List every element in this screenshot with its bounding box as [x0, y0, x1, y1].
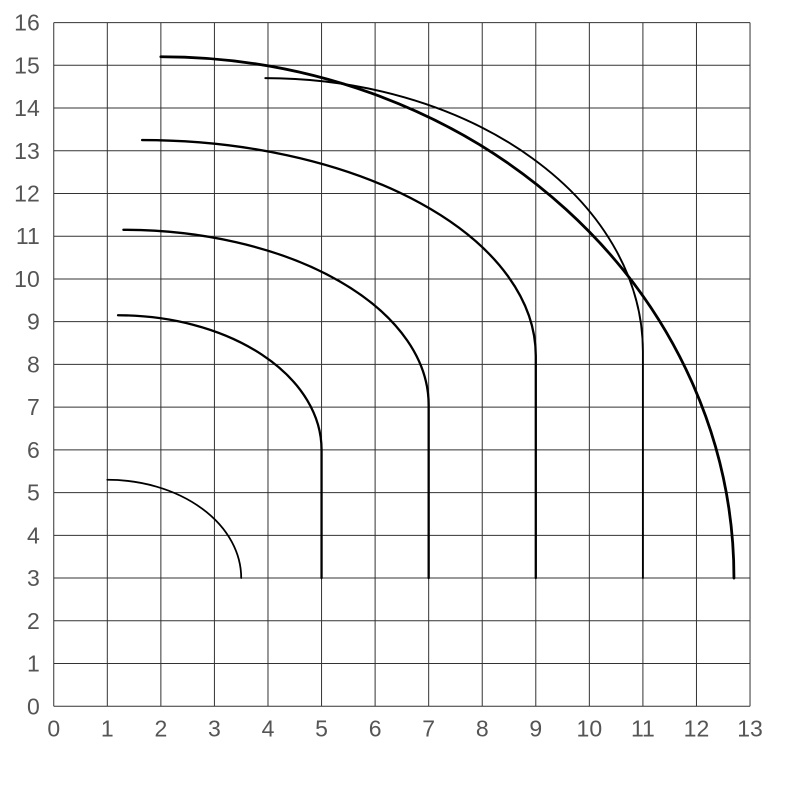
svg-text:2: 2	[154, 715, 167, 741]
svg-text:4: 4	[27, 522, 40, 548]
svg-text:13: 13	[737, 715, 763, 741]
svg-text:1: 1	[101, 715, 114, 741]
svg-text:3: 3	[27, 565, 40, 591]
svg-text:11: 11	[16, 223, 40, 249]
svg-text:0: 0	[47, 715, 60, 741]
svg-text:10: 10	[14, 266, 40, 292]
svg-text:4: 4	[262, 715, 275, 741]
svg-text:0: 0	[27, 693, 40, 719]
svg-text:2: 2	[27, 608, 40, 634]
svg-text:7: 7	[27, 394, 40, 420]
svg-text:13: 13	[14, 138, 40, 164]
svg-text:6: 6	[369, 715, 382, 741]
svg-text:10: 10	[577, 715, 603, 741]
svg-text:15: 15	[14, 52, 40, 78]
svg-text:6: 6	[27, 437, 40, 463]
svg-text:8: 8	[476, 715, 489, 741]
svg-text:3: 3	[208, 715, 221, 741]
svg-text:5: 5	[27, 480, 40, 506]
svg-text:16: 16	[14, 10, 40, 36]
svg-text:9: 9	[27, 309, 40, 335]
svg-text:9: 9	[529, 715, 542, 741]
svg-text:11: 11	[631, 715, 655, 741]
svg-text:5: 5	[315, 715, 328, 741]
svg-text:12: 12	[684, 715, 710, 741]
svg-text:7: 7	[422, 715, 435, 741]
svg-text:8: 8	[27, 351, 40, 377]
svg-text:14: 14	[14, 95, 40, 121]
svg-text:12: 12	[14, 180, 40, 206]
svg-text:1: 1	[27, 651, 40, 677]
